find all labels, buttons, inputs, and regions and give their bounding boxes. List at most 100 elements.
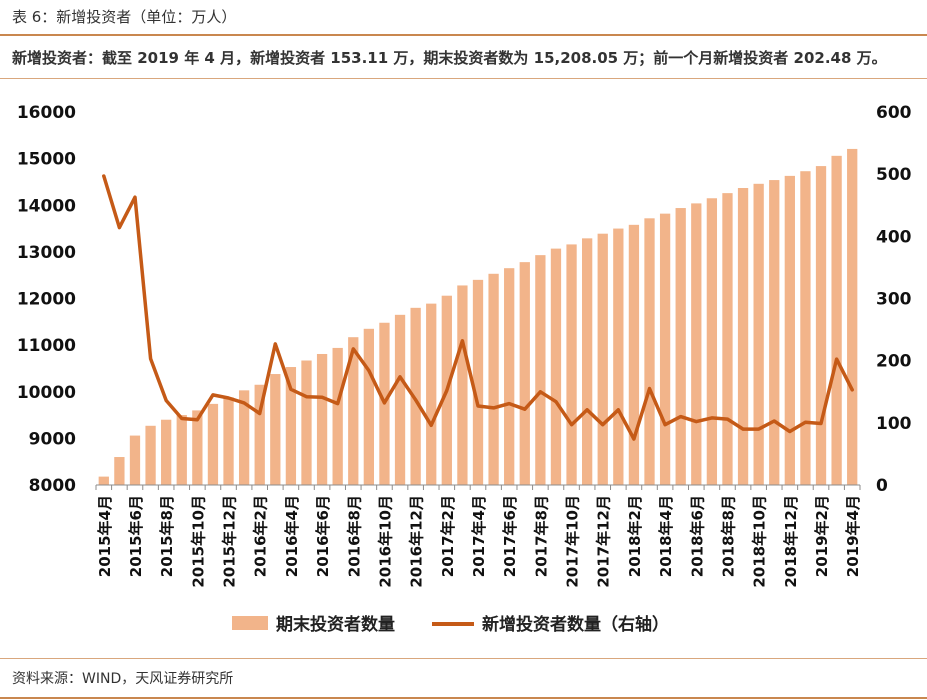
x-tick-label: 2016年6月 bbox=[314, 495, 332, 577]
bar bbox=[363, 328, 375, 485]
line-point bbox=[616, 408, 620, 412]
y-right-tick-label: 500 bbox=[876, 165, 912, 185]
line-point bbox=[242, 401, 246, 405]
header-rule bbox=[0, 78, 927, 79]
x-tick-label: 2018年4月 bbox=[657, 495, 675, 577]
bar bbox=[815, 166, 827, 485]
bottom-rule bbox=[0, 697, 927, 699]
bar bbox=[504, 268, 515, 485]
bar bbox=[722, 193, 733, 485]
x-tick-label: 2015年8月 bbox=[158, 495, 176, 577]
legend-line-label: 新增投资者数量（右轴） bbox=[482, 614, 669, 635]
line-point bbox=[538, 390, 542, 394]
x-tick-label: 2015年12月 bbox=[221, 495, 239, 588]
y-right-tick-label: 0 bbox=[876, 476, 888, 496]
source-note: 资料来源：WIND，天风证券研究所 bbox=[12, 671, 234, 687]
bar bbox=[207, 403, 219, 485]
x-tick-label: 2017年6月 bbox=[501, 495, 519, 577]
right-axis: 0 100 200 300 400 500 600 bbox=[876, 103, 912, 496]
bar bbox=[691, 203, 702, 485]
footer-rule bbox=[0, 658, 927, 659]
line-point bbox=[195, 418, 199, 422]
line-point bbox=[289, 387, 293, 391]
x-tick-label: 2019年2月 bbox=[813, 495, 831, 577]
x-tick-label: 2018年12月 bbox=[782, 495, 800, 588]
y-left-tick-label: 16000 bbox=[17, 103, 76, 123]
line-point bbox=[367, 369, 371, 373]
bar bbox=[394, 314, 406, 485]
x-tick-label: 2016年4月 bbox=[283, 495, 301, 577]
x-tick-label: 2016年8月 bbox=[345, 495, 363, 577]
x-tick-label: 2018年8月 bbox=[719, 495, 737, 577]
bar bbox=[581, 238, 593, 485]
line-point bbox=[180, 416, 184, 420]
line-point bbox=[320, 395, 324, 399]
line-point bbox=[679, 415, 683, 419]
x-tick-label: 2015年4月 bbox=[96, 495, 114, 577]
bar bbox=[426, 303, 437, 485]
line-point bbox=[414, 398, 418, 402]
line-point bbox=[492, 406, 496, 410]
y-right-tick-label: 600 bbox=[876, 103, 912, 123]
x-tick-label: 2017年4月 bbox=[470, 495, 488, 577]
x-tick-label: 2016年2月 bbox=[252, 495, 270, 577]
line-point bbox=[772, 419, 776, 423]
line-point bbox=[570, 423, 574, 427]
bar bbox=[457, 285, 468, 485]
y-right-tick-label: 400 bbox=[876, 227, 912, 247]
bar bbox=[597, 233, 608, 485]
line-point bbox=[398, 375, 402, 379]
y-left-tick-label: 13000 bbox=[17, 243, 76, 263]
line-point bbox=[336, 402, 340, 406]
y-left-tick-label: 9000 bbox=[29, 429, 76, 449]
bar bbox=[488, 273, 499, 485]
bar bbox=[535, 255, 546, 485]
bar bbox=[737, 187, 749, 485]
y-left-tick-label: 14000 bbox=[17, 196, 76, 216]
bar bbox=[519, 262, 530, 485]
bar bbox=[753, 183, 764, 485]
bar bbox=[192, 410, 203, 485]
bar bbox=[332, 347, 343, 485]
bar bbox=[114, 457, 125, 485]
line-point bbox=[273, 342, 277, 346]
bar bbox=[98, 476, 109, 485]
line-point bbox=[663, 423, 667, 427]
y-right-tick-label: 300 bbox=[876, 290, 912, 310]
bar bbox=[145, 425, 156, 485]
investors-chart: 8000 9000 10000 11000 12000 13000 14000 15000 16… bbox=[17, 103, 912, 635]
bar bbox=[769, 180, 780, 485]
bar bbox=[784, 175, 795, 485]
line-point bbox=[803, 420, 807, 424]
line-point bbox=[117, 226, 121, 230]
line-point bbox=[445, 389, 449, 393]
y-left-tick-label: 12000 bbox=[17, 290, 76, 310]
line-series bbox=[102, 174, 854, 441]
bar bbox=[301, 360, 312, 485]
x-tick-label: 2017年12月 bbox=[595, 495, 613, 588]
x-axis: 2015年4月 2015年6月 2015年8月 2015年10月 2015年12月 201… bbox=[95, 484, 862, 588]
x-tick-label: 2016年10月 bbox=[376, 495, 394, 588]
line-point bbox=[788, 430, 792, 434]
line-point bbox=[351, 347, 355, 351]
bar bbox=[410, 307, 421, 485]
x-tick-label: 2018年10月 bbox=[751, 495, 769, 588]
line-point bbox=[694, 420, 698, 424]
bar bbox=[161, 419, 172, 485]
legend-bar-swatch bbox=[232, 616, 268, 630]
line-point bbox=[835, 357, 839, 361]
line-point bbox=[632, 437, 636, 441]
x-tick-label: 2015年6月 bbox=[127, 495, 145, 577]
line-point bbox=[819, 421, 823, 425]
x-tick-label: 2018年6月 bbox=[688, 495, 706, 577]
y-left-tick-label: 11000 bbox=[17, 336, 76, 356]
line-point bbox=[648, 387, 652, 391]
bar bbox=[176, 415, 187, 485]
line-point bbox=[164, 398, 168, 402]
bar bbox=[628, 224, 640, 485]
line-point bbox=[258, 412, 262, 416]
bar bbox=[613, 228, 624, 485]
line-point bbox=[725, 417, 729, 421]
bar bbox=[254, 384, 265, 485]
line-point bbox=[304, 395, 308, 399]
